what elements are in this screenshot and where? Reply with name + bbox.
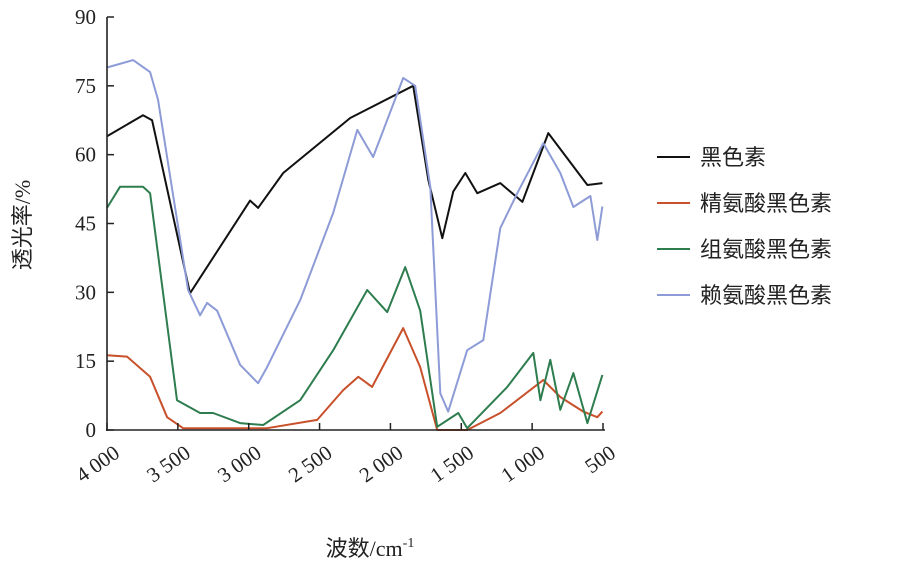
- y-tick-label: 75: [75, 74, 96, 98]
- series-line-1: [106, 84, 603, 295]
- y-tick-label: 15: [75, 349, 96, 373]
- legend-label: 精氨酸黑色素: [700, 191, 832, 216]
- y-tick-label: 30: [75, 280, 96, 304]
- y-axis-title: 透光率/%: [10, 180, 35, 270]
- x-tick-label: 3 500: [142, 440, 194, 487]
- y-tick-label: 90: [75, 5, 96, 29]
- legend-label: 黑色素: [700, 145, 766, 170]
- x-tick-label: 1 000: [497, 440, 549, 487]
- x-tick-label: 4 000: [71, 440, 123, 487]
- legend-label: 赖氨酸黑色素: [700, 283, 832, 308]
- x-axis-title-main: 波数/cm: [326, 536, 403, 561]
- ticks: 0 15 30 45 60 75 90 4 000 3 500 3 000 2 500 2 000 1 …: [71, 5, 619, 487]
- y-tick-label: 45: [75, 212, 96, 236]
- y-tick-label: 60: [75, 143, 96, 167]
- series-line-3: [106, 185, 604, 430]
- axes: [106, 17, 605, 431]
- x-axis-title-sup: -1: [403, 536, 415, 551]
- series-line-2: [106, 327, 604, 431]
- x-tick-label: 2 000: [355, 440, 407, 487]
- x-tick-label: 1 500: [426, 440, 478, 487]
- series-line-4: [106, 59, 604, 413]
- x-tick-label: 2 500: [284, 440, 336, 487]
- x-tick-label: 3 000: [213, 440, 265, 487]
- legend-label: 组氨酸黑色素: [700, 237, 832, 262]
- x-tick-label: 500: [580, 440, 620, 478]
- y-tick-label: 0: [86, 418, 97, 442]
- x-axis-title: 波数/cm-1: [326, 536, 415, 561]
- series-layer: [106, 59, 604, 431]
